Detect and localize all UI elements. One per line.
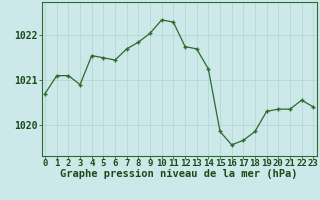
X-axis label: Graphe pression niveau de la mer (hPa): Graphe pression niveau de la mer (hPa) — [60, 169, 298, 179]
